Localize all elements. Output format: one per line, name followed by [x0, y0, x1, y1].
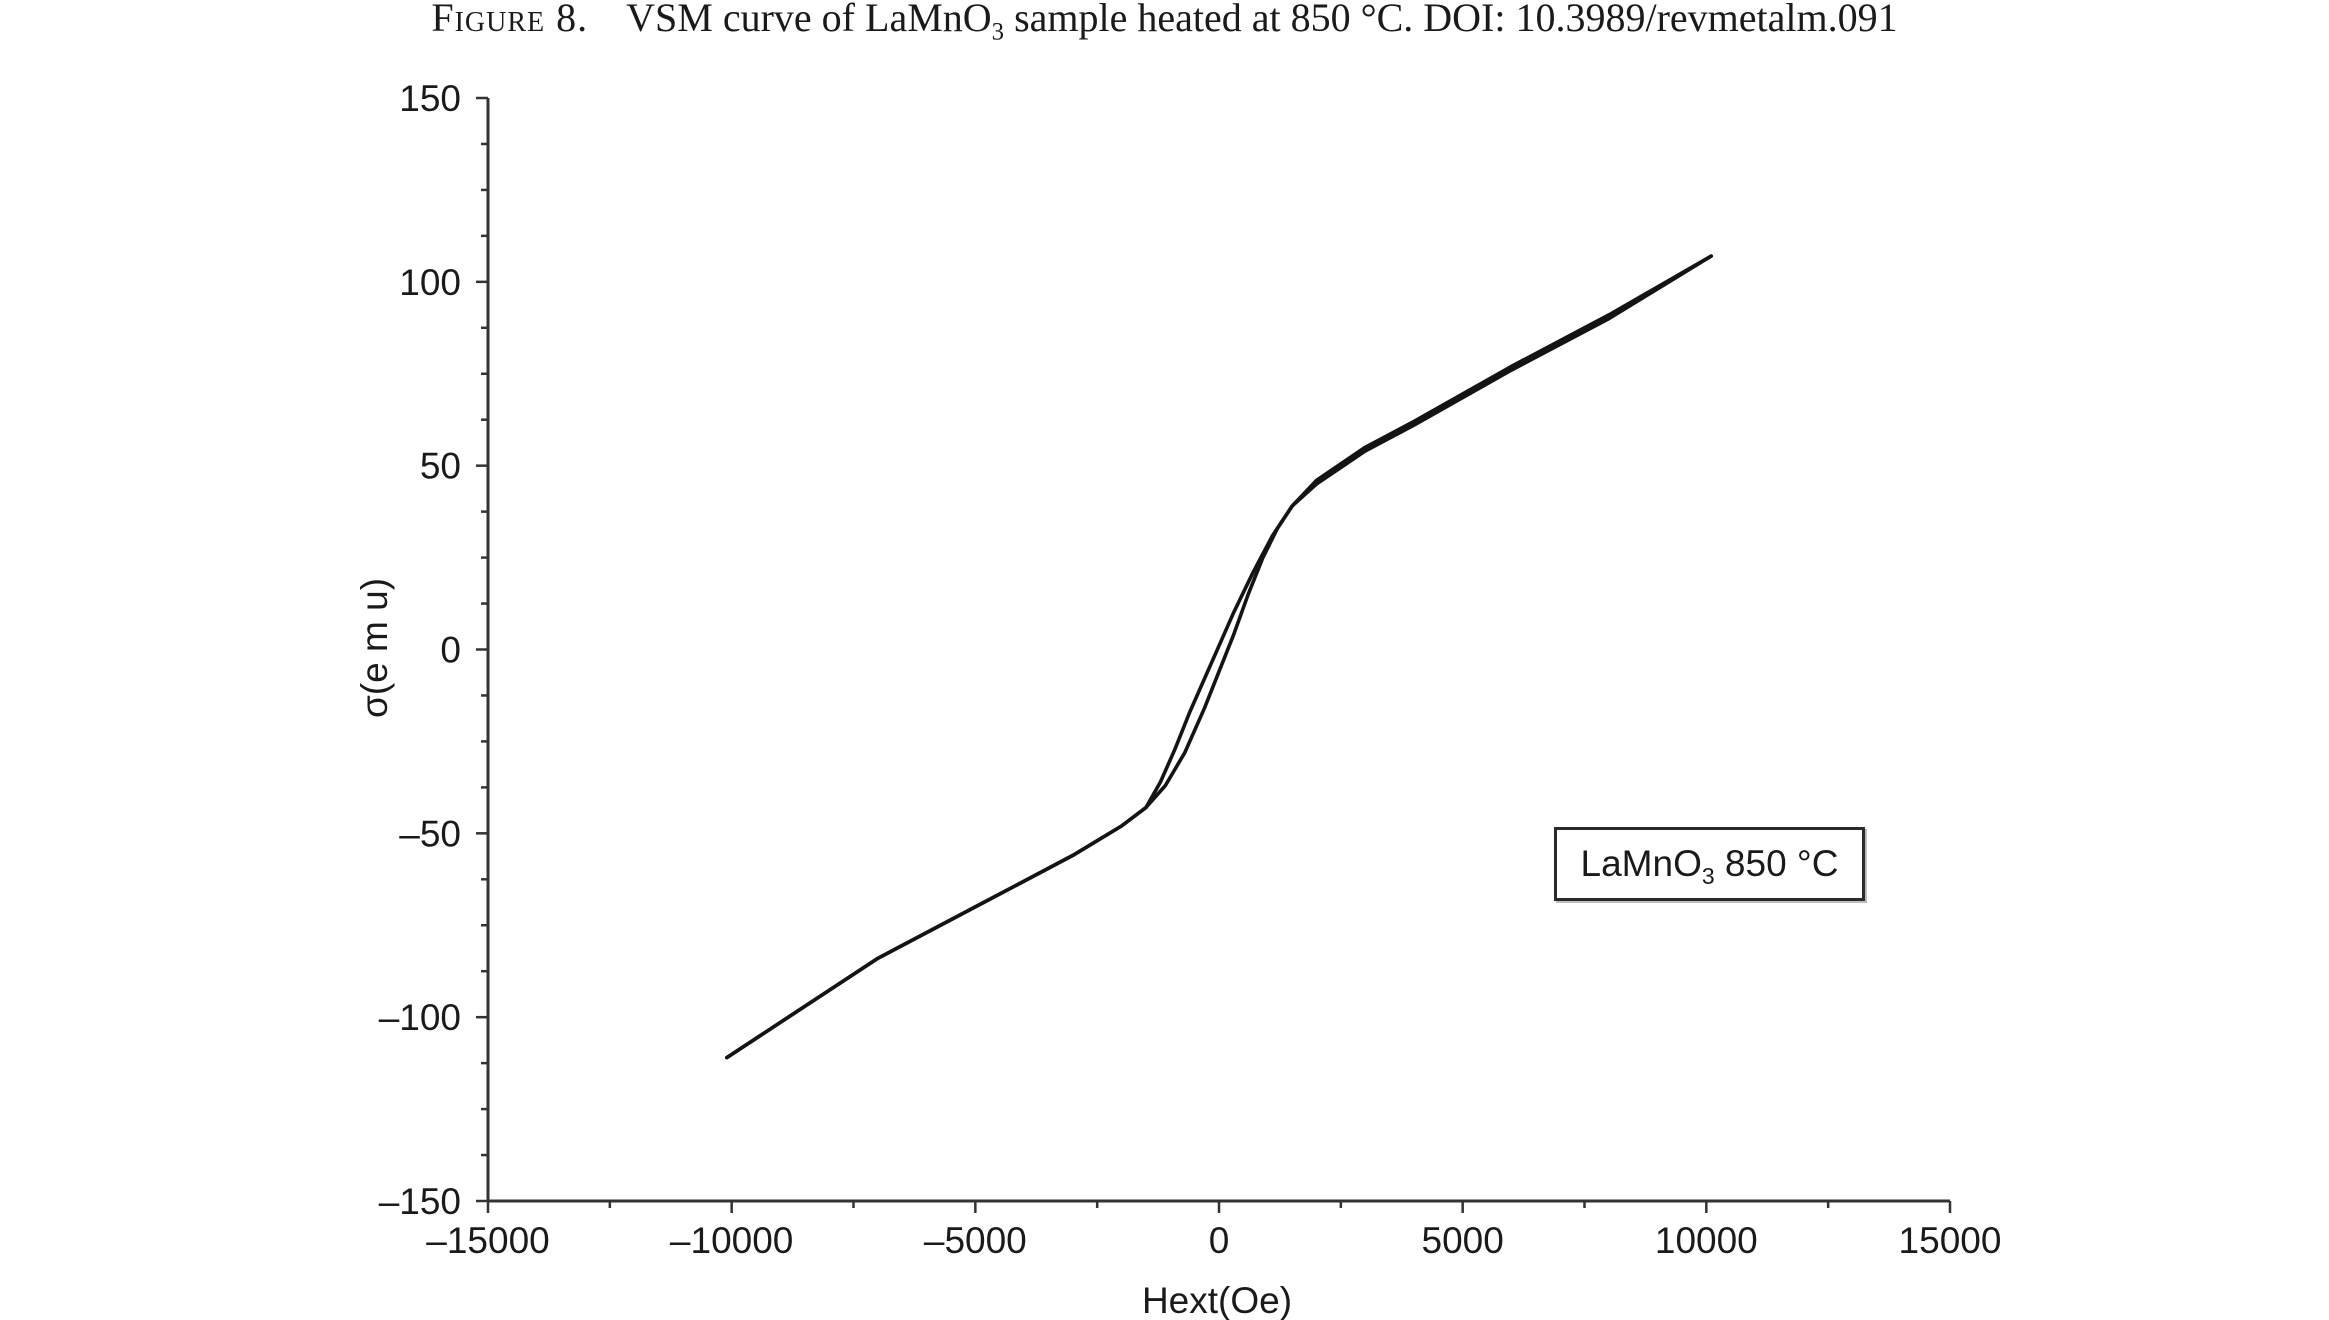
caption-text-part1: VSM curve of LaMnO: [626, 0, 992, 40]
series-line-ascending: [725, 254, 1713, 1060]
y-tick-label: 0: [440, 630, 461, 671]
y-tick-label: –150: [379, 1181, 461, 1222]
x-tick-label: –10000: [670, 1220, 793, 1261]
legend-subscript: 3: [1701, 863, 1715, 890]
figure-label: Figure 8.: [431, 0, 589, 40]
series-line-descending: [725, 254, 1713, 1060]
x-tick-label: 10000: [1655, 1220, 1758, 1261]
y-axis-title: σ(e m u): [354, 578, 395, 718]
x-axis-title: Hext(Oe): [1142, 1280, 1292, 1320]
x-tick-label: 0: [1209, 1220, 1230, 1261]
x-tick-label: –5000: [924, 1220, 1027, 1261]
legend-text-part1: LaMnO: [1580, 843, 1702, 884]
x-tick-label: 5000: [1422, 1220, 1504, 1261]
x-tick-label: 15000: [1899, 1220, 2002, 1261]
y-tick-label: –50: [399, 813, 461, 854]
chart-legend: LaMnO3 850 °C: [1554, 827, 1865, 901]
figure-caption: Figure 8. VSM curve of LaMnO3 sample heat…: [0, 0, 2329, 60]
legend-label: LaMnO3 850 °C: [1580, 843, 1839, 887]
chart-series: [725, 254, 1713, 1060]
y-tick-label: 150: [399, 78, 461, 119]
y-tick-label: 50: [420, 446, 461, 487]
caption-subscript: 3: [991, 18, 1005, 46]
chart-ticks: –15000 –10000 –5000 0 5000 10000 15000 150 100 50…: [379, 78, 2002, 1261]
y-tick-label: –100: [379, 997, 461, 1038]
y-tick-label: 100: [399, 262, 461, 303]
x-tick-label: –15000: [426, 1220, 549, 1261]
caption-text-part2: sample heated at 850 °C. DOI: 10.3989/re…: [1004, 0, 1898, 40]
legend-text-part2: 850 °C: [1714, 843, 1839, 884]
